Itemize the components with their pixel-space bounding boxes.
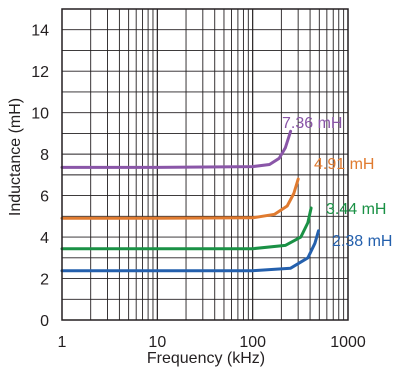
series-lines (60, 129, 320, 273)
x-tick-label: 100 (239, 334, 266, 351)
plot-frame (61, 8, 349, 321)
y-tick-label: 4 (40, 230, 49, 247)
series-label: 4.91 mH (314, 156, 374, 173)
series-labels: 7.36 mH 4.91 mH 3.44 mH 2.38 mH (282, 115, 392, 250)
y-tick-label: 6 (40, 189, 49, 206)
series-line (60, 229, 320, 273)
y-axis-title: Inductance (mH) (7, 98, 24, 216)
series-line (60, 129, 293, 169)
x-tick-label: 10 (148, 334, 166, 351)
series-label: 7.36 mH (282, 115, 342, 132)
y-tick-label: 8 (40, 147, 49, 164)
series-line (60, 206, 313, 251)
x-tick-label: 1 (58, 334, 67, 351)
y-tick-label: 12 (31, 64, 49, 81)
grid (62, 9, 348, 320)
y-tick-label: 0 (40, 313, 49, 330)
x-tick-label: 1000 (330, 334, 366, 351)
y-tick-label: 10 (31, 106, 49, 123)
y-tick-label: 2 (40, 272, 49, 289)
series-line (60, 177, 300, 220)
y-tick-labels: 0 2 4 6 8 10 12 14 (31, 23, 49, 330)
x-tick-labels: 1 10 100 1000 (58, 334, 366, 351)
series-label: 2.38 mH (332, 233, 392, 250)
series-label: 3.44 mH (326, 201, 386, 218)
x-axis-title: Frequency (kHz) (147, 350, 265, 367)
y-tick-label: 14 (31, 23, 49, 40)
